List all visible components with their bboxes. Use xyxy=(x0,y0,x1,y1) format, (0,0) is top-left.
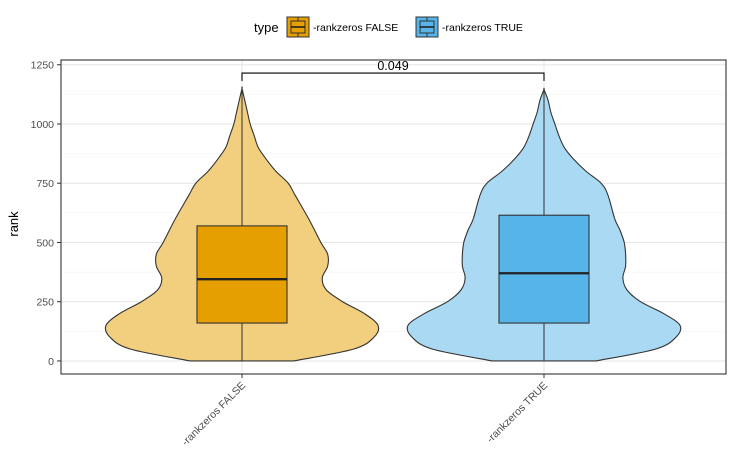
violins xyxy=(104,86,682,362)
boxplots xyxy=(196,88,590,361)
y-tick-label: 500 xyxy=(36,237,54,249)
y-axis: 0 250 500 750 1000 1250 xyxy=(31,60,61,368)
x-axis: -rankzeros FALSE -rankzeros TRUE xyxy=(179,374,550,448)
x-tick-label: -rankzeros TRUE xyxy=(484,380,550,446)
y-tick-label: 250 xyxy=(36,297,54,309)
y-axis-label: rank xyxy=(6,211,21,237)
y-tick-label: 0 xyxy=(48,356,54,368)
panel-border xyxy=(60,59,727,375)
x-tick-label: -rankzeros FALSE xyxy=(179,380,248,449)
significance-annotation: 0.049 xyxy=(241,59,545,82)
box-false xyxy=(196,225,288,324)
y-tick-label: 750 xyxy=(36,178,54,190)
legend: type -rankzeros FALSE -rankzeros TRUE xyxy=(254,16,523,38)
legend-title: type xyxy=(254,20,279,35)
y-tick-label: 1250 xyxy=(31,60,55,72)
legend-label-true: -rankzeros TRUE xyxy=(442,22,523,34)
p-value-label: 0.049 xyxy=(377,59,408,73)
significance-bracket xyxy=(241,72,545,82)
box-true xyxy=(498,214,590,324)
y-tick-label: 1000 xyxy=(31,119,55,131)
legend-label-false: -rankzeros FALSE xyxy=(313,22,398,34)
